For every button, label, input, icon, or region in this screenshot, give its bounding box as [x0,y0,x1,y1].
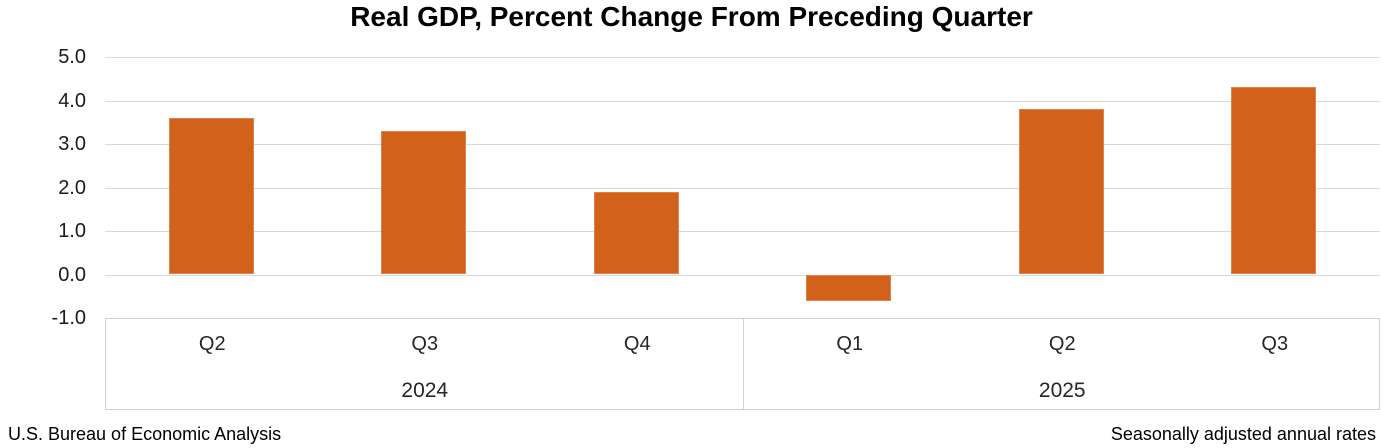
y-tick-label: 5.0 [58,46,86,68]
bar-Q1-2025 [806,274,892,301]
plot-area [105,57,1380,318]
gridline [105,100,1380,102]
year-group-divider [743,319,744,409]
year-label: 2024 [401,379,449,402]
bar-Q3-2025 [1231,87,1317,275]
x-tick-label: Q2 [1048,333,1076,355]
year-label: 2025 [1038,379,1086,402]
y-tick-label: -1.0 [51,307,86,329]
x-tick-label: Q2 [198,333,226,355]
gridline [105,144,1380,145]
gridline [105,57,1380,58]
x-tick-label: Q1 [836,333,864,355]
bar-Q4-2024 [593,191,679,275]
gridline [105,231,1380,232]
adjustment-note: Seasonally adjusted annual rates [1110,424,1376,444]
y-tick-label: 2.0 [58,176,86,199]
y-tick-label: 0.0 [58,263,86,286]
x-axis-label-box: Q2 Q3 Q4 Q1 Q2 Q3 2024 2025 [105,318,1380,410]
source-note: U.S. Bureau of Economic Analysis [8,424,282,444]
gridline [105,187,1380,189]
gridline [105,274,1380,276]
bar-Q2-2024 [168,117,254,275]
bar-Q3-2024 [381,130,467,275]
y-tick-label: 3.0 [58,133,86,155]
chart-title: Real GDP, Percent Change From Preceding … [350,1,1033,32]
x-tick-label: Q3 [411,333,439,355]
bar-Q2-2025 [1018,109,1104,275]
x-tick-label: Q3 [1261,333,1289,355]
x-tick-label: Q4 [623,333,651,355]
y-tick-label: 1.0 [58,220,86,242]
y-tick-label: 4.0 [58,89,86,112]
